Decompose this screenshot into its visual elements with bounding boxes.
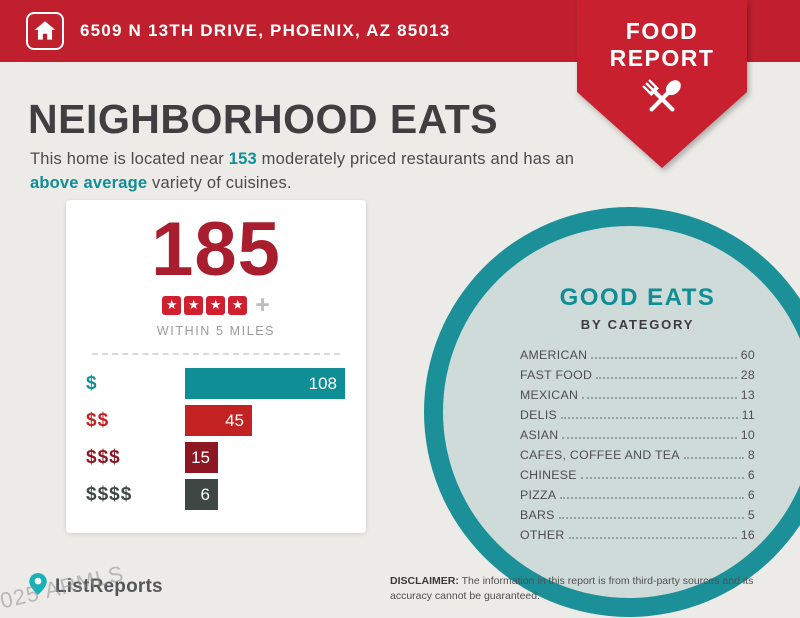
listreports-pin-icon [28, 572, 48, 601]
dot-leader-icon [562, 437, 737, 439]
category-row: AMERICAN 60 [520, 344, 755, 364]
category-row: CAFES, COFFEE AND TEA 8 [520, 444, 755, 464]
ribbon-title-line1: FOOD [625, 18, 699, 44]
star-icon: ★ [162, 296, 182, 315]
category-count: 16 [740, 528, 755, 542]
dot-leader-icon [568, 537, 737, 539]
category-name: CAFES, COFFEE AND TEA [520, 448, 680, 462]
category-name: FAST FOOD [520, 368, 593, 382]
good-eats-subtitle: BY CATEGORY [580, 317, 695, 332]
dot-leader-icon [580, 477, 744, 479]
dot-leader-icon [591, 357, 737, 359]
dot-leader-icon [558, 517, 744, 519]
category-name: ASIAN [520, 428, 559, 442]
price-bar-row: $$ 45 [86, 405, 366, 436]
category-count: 6 [747, 488, 755, 502]
category-count: 10 [740, 428, 755, 442]
home-icon [26, 12, 64, 50]
category-count: 6 [747, 468, 755, 482]
category-count: 8 [747, 448, 755, 462]
category-count: 60 [740, 348, 755, 362]
dot-leader-icon [560, 497, 744, 499]
category-name: MEXICAN [520, 388, 579, 402]
disclaimer-text: The information in this report is from t… [390, 575, 754, 603]
price-bar-row: $$$$ 6 [86, 479, 366, 510]
intro-part2: moderately priced restaurants and has an [256, 150, 575, 168]
category-row: DELIS 11 [520, 404, 755, 424]
price-bar-row: $108 [86, 368, 366, 399]
category-count: 11 [741, 408, 755, 422]
intro-part3: variety of cuisines. [147, 173, 292, 192]
category-row: CHINESE 6 [520, 464, 755, 484]
disclaimer-label: DISCLAIMER: [390, 575, 459, 587]
intro-text: This home is located near 153 moderately… [30, 148, 578, 196]
category-name: PIZZA [520, 488, 557, 502]
food-report-ribbon: FOOD REPORT [577, 0, 747, 168]
price-tier-label: $$ [86, 409, 110, 431]
star-icon: ★ [184, 296, 204, 315]
price-bar-value: 108 [308, 373, 337, 393]
price-bar-value: 15 [191, 447, 210, 467]
ribbon-body: FOOD REPORT [577, 0, 747, 92]
star-icon: ★ [228, 296, 248, 315]
price-bar-value: 45 [225, 410, 244, 430]
dashed-divider [92, 353, 340, 355]
category-row: PIZZA 6 [520, 484, 755, 504]
category-name: BARS [520, 508, 555, 522]
price-bar: 6 [185, 479, 218, 510]
good-eats-inner-circle: GOOD EATS BY CATEGORY AMERICAN 60 FAST FOO… [443, 226, 800, 598]
category-count: 28 [740, 368, 755, 382]
price-bar: 45 [185, 405, 252, 436]
ribbon-title-line2: REPORT [609, 45, 715, 71]
price-tier-label: $$$$ [86, 483, 133, 505]
category-list: AMERICAN 60 FAST FOOD 28 MEXICAN 13 DELIS 11 ASI… [520, 344, 755, 544]
category-row: FAST FOOD 28 [520, 364, 755, 384]
radius-label: WITHIN 5 MILES [156, 324, 276, 338]
category-row: BARS 5 [520, 504, 755, 524]
dot-leader-icon [683, 457, 744, 459]
dot-leader-icon [582, 397, 737, 399]
total-restaurant-count: 185 [151, 207, 281, 292]
price-tier-label: $$$ [86, 446, 121, 468]
category-name: AMERICAN [520, 348, 588, 362]
stats-card: 185 ★ ★ ★ ★ + WITHIN 5 MILES $108 $$ 45 $$$ 15 $$… [66, 200, 366, 533]
page-title: NEIGHBORHOOD EATS [28, 96, 499, 142]
listreports-logo: ListReports [28, 572, 163, 601]
fork-and-spoon-icon [635, 72, 689, 131]
category-count: 13 [740, 388, 755, 402]
ribbon-point [577, 92, 747, 168]
category-row: MEXICAN 13 [520, 384, 755, 404]
price-bar: 108 [185, 368, 345, 399]
category-count: 5 [747, 508, 755, 522]
disclaimer: DISCLAIMER: The information in this repo… [390, 574, 782, 604]
dot-leader-icon [561, 417, 738, 419]
variety-highlight: above average [30, 173, 148, 192]
category-row: OTHER 16 [520, 524, 755, 544]
price-bar-row: $$$ 15 [86, 442, 366, 473]
intro-part1: This home is located near [30, 150, 229, 168]
price-tier-label: $ [86, 372, 98, 394]
good-eats-circle: GOOD EATS BY CATEGORY AMERICAN 60 FAST FOO… [424, 207, 800, 617]
good-eats-title: GOOD EATS [559, 284, 716, 311]
restaurant-count: 153 [228, 150, 257, 168]
category-row: ASIAN 10 [520, 424, 755, 444]
dot-leader-icon [596, 377, 737, 379]
good-eats-content: GOOD EATS BY CATEGORY AMERICAN 60 FAST FOO… [520, 285, 755, 544]
star-rating: ★ ★ ★ ★ + [66, 291, 366, 319]
price-bars: $108 $$ 45 $$$ 15 $$$$ 6 [66, 368, 366, 510]
plus-icon: + [255, 291, 270, 319]
price-bar: 15 [185, 442, 218, 473]
address-text: 6509 N 13TH DRIVE, PHOENIX, AZ 85013 [80, 21, 451, 40]
price-bar-value: 6 [200, 484, 210, 504]
listreports-wordmark: ListReports [55, 575, 163, 597]
category-name: OTHER [520, 528, 565, 542]
category-name: DELIS [520, 408, 558, 422]
category-name: CHINESE [520, 468, 577, 482]
star-icon: ★ [206, 296, 226, 315]
